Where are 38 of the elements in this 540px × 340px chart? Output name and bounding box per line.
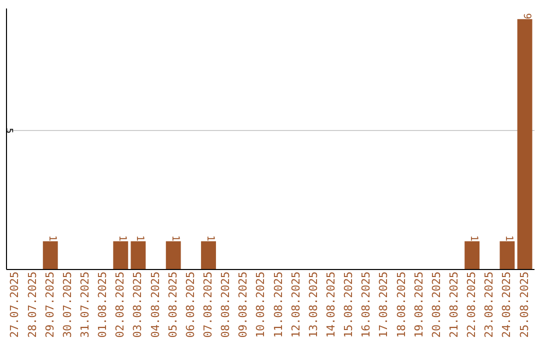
x-tick-label: 01.08.2025 xyxy=(96,272,110,338)
x-tick-label: 20.08.2025 xyxy=(430,272,443,338)
x-tick-label: 31.07.2025 xyxy=(78,272,92,338)
data-label: 1 xyxy=(503,235,514,242)
x-tick-label: 08.08.2025 xyxy=(219,272,232,338)
x-tick-label: 25.08.2025 xyxy=(518,272,531,338)
data-label: 1 xyxy=(46,235,58,242)
x-tick-label: 19.08.2025 xyxy=(412,272,426,338)
x-tick-label: 30.07.2025 xyxy=(60,272,74,338)
x-tick-label: 21.08.2025 xyxy=(447,272,460,338)
x-tick-label: 05.08.2025 xyxy=(166,272,180,338)
x-tick-label: 11.08.2025 xyxy=(272,272,285,338)
x-tick-label: 03.08.2025 xyxy=(131,272,144,338)
x-tick-label: 13.08.2025 xyxy=(306,272,320,338)
x-tick-label: 18.08.2025 xyxy=(394,272,408,338)
x-tick-label: 28.07.2025 xyxy=(26,272,39,338)
x-tick-label: 22.08.2025 xyxy=(465,272,478,338)
x-tick-label: 02.08.2025 xyxy=(114,272,127,338)
data-label: 1 xyxy=(169,235,180,242)
x-tick-label: 16.08.2025 xyxy=(360,272,373,338)
x-tick-label: 23.08.2025 xyxy=(482,272,496,338)
x-tick-label: 17.08.2025 xyxy=(377,272,390,338)
x-tick-label: 29.07.2025 xyxy=(43,272,56,338)
x-tick-label: 15.08.2025 xyxy=(342,272,356,338)
data-label: 1 xyxy=(134,235,146,242)
x-tick-label: 12.08.2025 xyxy=(289,272,302,338)
data-label: 1 xyxy=(468,235,480,242)
x-tick-label: 14.08.2025 xyxy=(324,272,338,338)
data-label: 1 xyxy=(204,235,216,242)
x-tick-label: 04.08.2025 xyxy=(148,272,162,338)
x-tick-label: 27.07.2025 xyxy=(8,272,22,338)
x-tick-label: 09.08.2025 xyxy=(236,272,250,338)
x-tick-label: 10.08.2025 xyxy=(254,272,268,338)
data-label: 9 xyxy=(520,13,532,20)
x-tick-label: 06.08.2025 xyxy=(184,272,197,338)
x-tick-label: 07.08.2025 xyxy=(202,272,215,338)
data-label: 1 xyxy=(116,235,128,242)
x-tick-label: 24.08.2025 xyxy=(500,272,514,338)
